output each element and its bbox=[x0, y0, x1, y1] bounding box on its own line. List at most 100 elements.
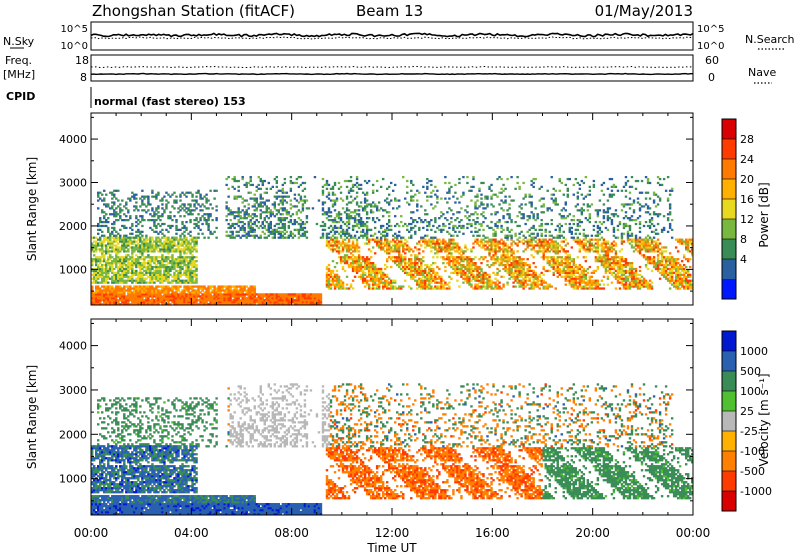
data-cell bbox=[241, 297, 244, 300]
data-cell bbox=[165, 242, 168, 245]
data-cell bbox=[269, 220, 272, 224]
data-cell bbox=[460, 263, 463, 267]
data-cell bbox=[488, 248, 491, 251]
data-cell bbox=[135, 289, 138, 292]
data-cell bbox=[133, 301, 136, 304]
data-cell bbox=[103, 267, 106, 271]
data-cell bbox=[351, 228, 355, 232]
data-cell bbox=[434, 281, 437, 284]
data-cell bbox=[213, 285, 216, 288]
data-cell bbox=[381, 246, 385, 249]
data-cell bbox=[488, 283, 491, 286]
data-cell bbox=[327, 283, 331, 286]
data-cell bbox=[101, 289, 104, 292]
data-cell bbox=[373, 287, 377, 290]
data-cell bbox=[281, 230, 285, 233]
data-cell bbox=[355, 248, 359, 251]
data-cell bbox=[470, 199, 473, 202]
data-cell bbox=[157, 211, 160, 214]
data-cell bbox=[468, 275, 471, 278]
data-cell bbox=[347, 238, 351, 241]
data-cell bbox=[163, 209, 166, 212]
data-cell bbox=[113, 279, 116, 282]
data-cell bbox=[532, 283, 535, 286]
data-cell bbox=[197, 289, 200, 292]
data-cell bbox=[303, 232, 307, 235]
data-cell bbox=[430, 277, 433, 280]
data-cell bbox=[522, 265, 525, 269]
data-cell bbox=[301, 226, 305, 230]
data-cell bbox=[420, 244, 423, 247]
data-cell bbox=[480, 262, 483, 265]
data-cell bbox=[385, 287, 389, 290]
data-cell bbox=[285, 217, 289, 220]
data-cell bbox=[161, 207, 164, 210]
data-cell bbox=[129, 240, 132, 243]
data-cell bbox=[239, 291, 242, 294]
data-cell bbox=[490, 195, 493, 198]
data-cell bbox=[215, 291, 218, 294]
data-cell bbox=[243, 285, 246, 288]
data-cell bbox=[329, 275, 333, 278]
data-cell bbox=[392, 244, 395, 247]
data-cell bbox=[430, 218, 433, 222]
data-cell bbox=[161, 215, 164, 218]
data-cell bbox=[353, 218, 357, 222]
data-cell bbox=[153, 244, 156, 247]
data-cell bbox=[155, 242, 158, 245]
data-cell bbox=[257, 293, 260, 296]
data-cell bbox=[241, 226, 244, 230]
data-cell bbox=[466, 205, 469, 208]
data-cell bbox=[333, 287, 337, 290]
data-cell bbox=[239, 236, 242, 239]
data-cell bbox=[462, 277, 465, 280]
data-cell bbox=[410, 263, 413, 267]
data-cell bbox=[333, 217, 337, 220]
data-cell bbox=[337, 217, 341, 220]
data-cell bbox=[143, 242, 146, 245]
data-cell bbox=[309, 301, 313, 304]
data-cell bbox=[165, 246, 168, 249]
data-cell bbox=[301, 203, 305, 206]
data-cell bbox=[129, 271, 132, 275]
data-cell bbox=[101, 281, 104, 284]
data-cell bbox=[331, 187, 335, 190]
data-cell bbox=[385, 248, 389, 251]
data-cell bbox=[496, 211, 499, 214]
data-cell bbox=[333, 199, 337, 202]
data-cell bbox=[117, 277, 120, 280]
data-cell bbox=[418, 217, 421, 220]
data-cell bbox=[400, 262, 403, 265]
data-cell bbox=[161, 258, 164, 261]
data-cell bbox=[381, 277, 385, 280]
data-cell bbox=[171, 248, 174, 251]
data-cell bbox=[147, 289, 150, 292]
data-cell bbox=[267, 224, 270, 228]
data-cell bbox=[474, 287, 477, 290]
data-cell bbox=[109, 244, 112, 247]
data-cell bbox=[157, 236, 160, 239]
data-cell bbox=[111, 285, 114, 288]
data-cell bbox=[109, 301, 112, 304]
data-cell bbox=[283, 299, 287, 302]
data-cell bbox=[456, 267, 459, 271]
data-cell bbox=[195, 236, 198, 239]
data-cell bbox=[99, 191, 102, 194]
data-cell bbox=[249, 301, 252, 304]
data-cell bbox=[223, 295, 226, 298]
data-cell bbox=[357, 222, 361, 226]
data-cell bbox=[229, 213, 232, 216]
data-cell bbox=[249, 191, 252, 194]
data-cell bbox=[245, 217, 248, 220]
data-cell bbox=[97, 269, 100, 273]
data-cell bbox=[91, 285, 94, 288]
data-cell bbox=[149, 250, 152, 253]
data-cell bbox=[147, 267, 150, 271]
data-cell bbox=[143, 197, 146, 200]
data-cell bbox=[452, 213, 455, 216]
data-cell bbox=[259, 209, 262, 212]
data-cell bbox=[373, 277, 377, 280]
data-cell bbox=[167, 279, 170, 282]
data-cell bbox=[418, 273, 421, 276]
data-cell bbox=[486, 263, 489, 267]
